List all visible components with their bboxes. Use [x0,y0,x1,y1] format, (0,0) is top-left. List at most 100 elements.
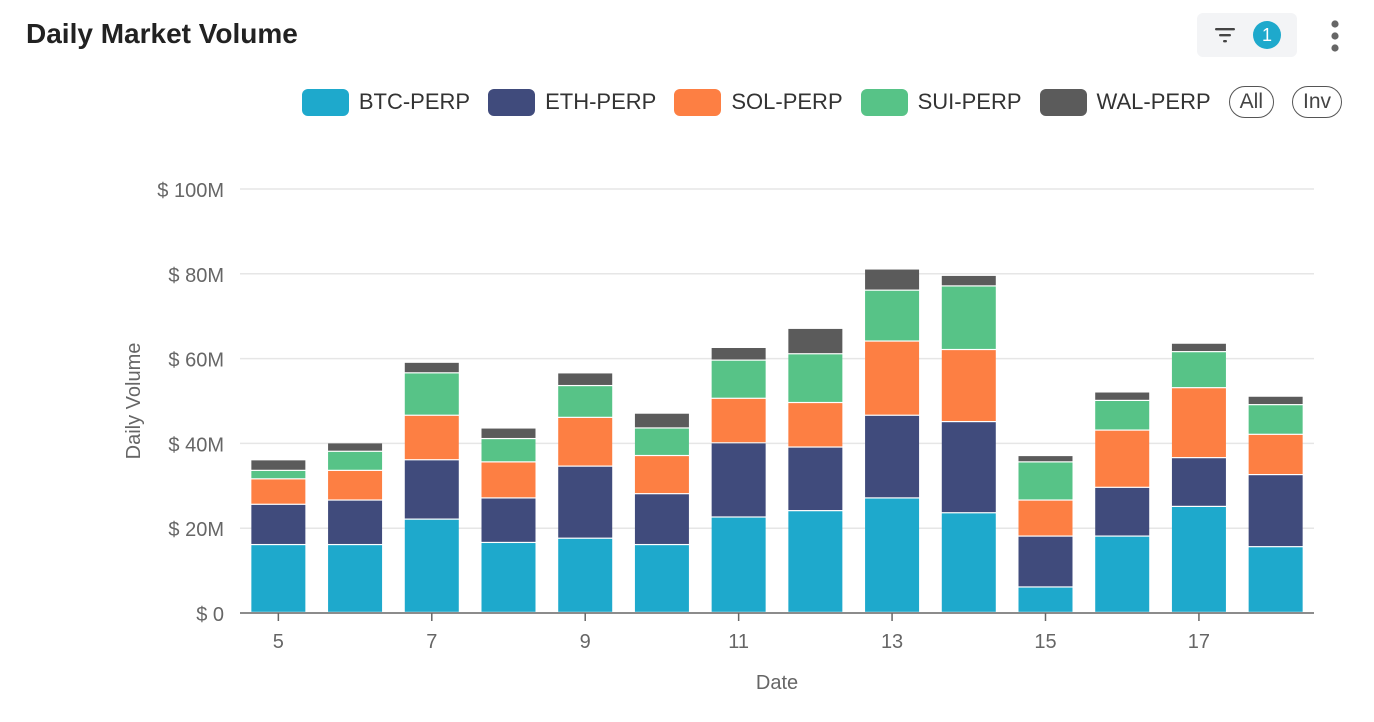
legend-swatch [674,88,722,116]
bar-segment-btc-perp [1171,507,1226,612]
x-tick-label: 7 [426,631,437,653]
bar-segment-wal-perp [788,328,843,354]
x-axis-title: Date [756,672,798,694]
bar-segment-wal-perp [481,428,536,438]
bar-segment-btc-perp [788,511,843,612]
bar-segment-sui-perp [788,354,843,402]
bar-segment-wal-perp [328,443,383,451]
more-options-button[interactable] [1322,16,1348,56]
x-tick-label: 5 [273,631,284,653]
bar-segment-sol-perp [251,479,306,504]
bar-segment-sol-perp [1095,430,1150,487]
legend-swatch [488,88,536,116]
filter-button[interactable]: 1 [1197,13,1297,57]
chart-title: Daily Market Volume [26,18,298,49]
legend-item-sui-perp[interactable]: SUI-PERP [860,88,1022,116]
x-tick-label: 11 [728,631,749,653]
bar-segment-sol-perp [788,403,843,447]
y-tick-label: $ 40M [168,434,224,456]
legend-label: BTC-PERP [358,89,471,114]
bar-segment-sui-perp [1248,405,1303,434]
legend-swatch [860,88,908,116]
more-vertical-icon [1331,20,1339,52]
bar-segment-eth-perp [1171,458,1226,506]
bar-segment-sui-perp [481,439,536,462]
bar-segment-btc-perp [634,545,689,612]
y-tick-label: $ 100M [157,180,224,202]
bar-segment-sui-perp [328,451,383,470]
bar-segment-btc-perp [711,517,766,612]
bar-segment-eth-perp [481,498,536,542]
bar-segment-sui-perp [1171,352,1226,388]
bar-segment-eth-perp [788,447,843,511]
bar-segment-eth-perp [1248,475,1303,547]
y-tick-label: $ 60M [168,350,224,372]
bar-segment-sol-perp [634,456,689,494]
bar-segment-btc-perp [251,545,306,612]
legend-item-wal-perp[interactable]: WAL-PERP [1039,88,1211,116]
bar-segment-btc-perp [558,538,613,612]
bar-segment-sol-perp [1248,434,1303,474]
legend-item-eth-perp[interactable]: ETH-PERP [488,88,657,116]
bar-segment-eth-perp [328,500,383,544]
bar-segment-wal-perp [251,460,306,470]
bar-segment-sui-perp [941,286,996,349]
y-tick-label: $ 80M [168,265,224,287]
bar-segment-btc-perp [328,545,383,612]
bar-segment-eth-perp [634,494,689,544]
bar-segment-sol-perp [328,470,383,500]
y-tick-label: $ 20M [168,519,224,541]
chart-legend: BTC-PERP ETH-PERP SOL-PERP SUI-PERP WAL-PERP… [301,86,1342,118]
bar-segment-btc-perp [481,543,536,612]
legend-label: SOL-PERP [731,89,843,114]
bar-segment-btc-perp [865,498,920,612]
bar-segment-wal-perp [941,275,996,286]
bar-segment-eth-perp [1018,536,1073,587]
legend-all-button[interactable]: All [1228,86,1274,118]
bar-segment-wal-perp [1018,456,1073,462]
bar-segment-btc-perp [1018,587,1073,612]
bar-segment-eth-perp [711,443,766,517]
legend-swatch [1039,88,1087,116]
bar-segment-btc-perp [1248,547,1303,612]
bar-segment-eth-perp [865,415,920,498]
bar-segment-wal-perp [404,362,459,373]
x-tick-label: 9 [580,631,591,653]
bar-segment-eth-perp [1095,487,1150,536]
bar-segment-sui-perp [711,360,766,398]
legend-label: WAL-PERP [1096,89,1211,114]
bar-segment-sui-perp [251,470,306,479]
bar-segment-eth-perp [251,504,306,544]
bar-segment-wal-perp [1248,396,1303,405]
bar-segment-sol-perp [404,415,459,460]
legend-item-btc-perp[interactable]: BTC-PERP [301,88,471,116]
bar-segment-wal-perp [1095,392,1150,400]
bar-segment-wal-perp [865,269,920,290]
bar-segment-sol-perp [558,417,613,466]
bar-segment-sui-perp [634,428,689,455]
bar-segment-eth-perp [941,422,996,513]
x-tick-label: 13 [881,631,903,653]
bar-segment-sol-perp [711,398,766,443]
x-tick-label: 15 [1034,631,1056,653]
bar-segment-eth-perp [558,466,613,538]
bar-segment-wal-perp [1171,343,1226,352]
bar-segment-btc-perp [404,519,459,612]
bar-segment-eth-perp [404,460,459,519]
bar-segment-sui-perp [865,290,920,341]
legend-item-sol-perp[interactable]: SOL-PERP [674,88,843,116]
bar-segment-sol-perp [1171,388,1226,458]
y-tick-label: $ 0 [196,604,224,626]
filter-icon [1215,28,1235,43]
bar-segment-sol-perp [1018,500,1073,536]
legend-label: ETH-PERP [545,89,657,114]
bar-segment-sol-perp [865,341,920,415]
bar-segment-sui-perp [558,386,613,417]
bar-segment-btc-perp [941,513,996,612]
bar-segment-wal-perp [711,348,766,360]
bar-segment-wal-perp [558,373,613,385]
y-axis-title: Daily Volume [123,343,145,460]
legend-swatch [301,88,349,116]
legend-invert-button[interactable]: Inv [1291,86,1342,118]
